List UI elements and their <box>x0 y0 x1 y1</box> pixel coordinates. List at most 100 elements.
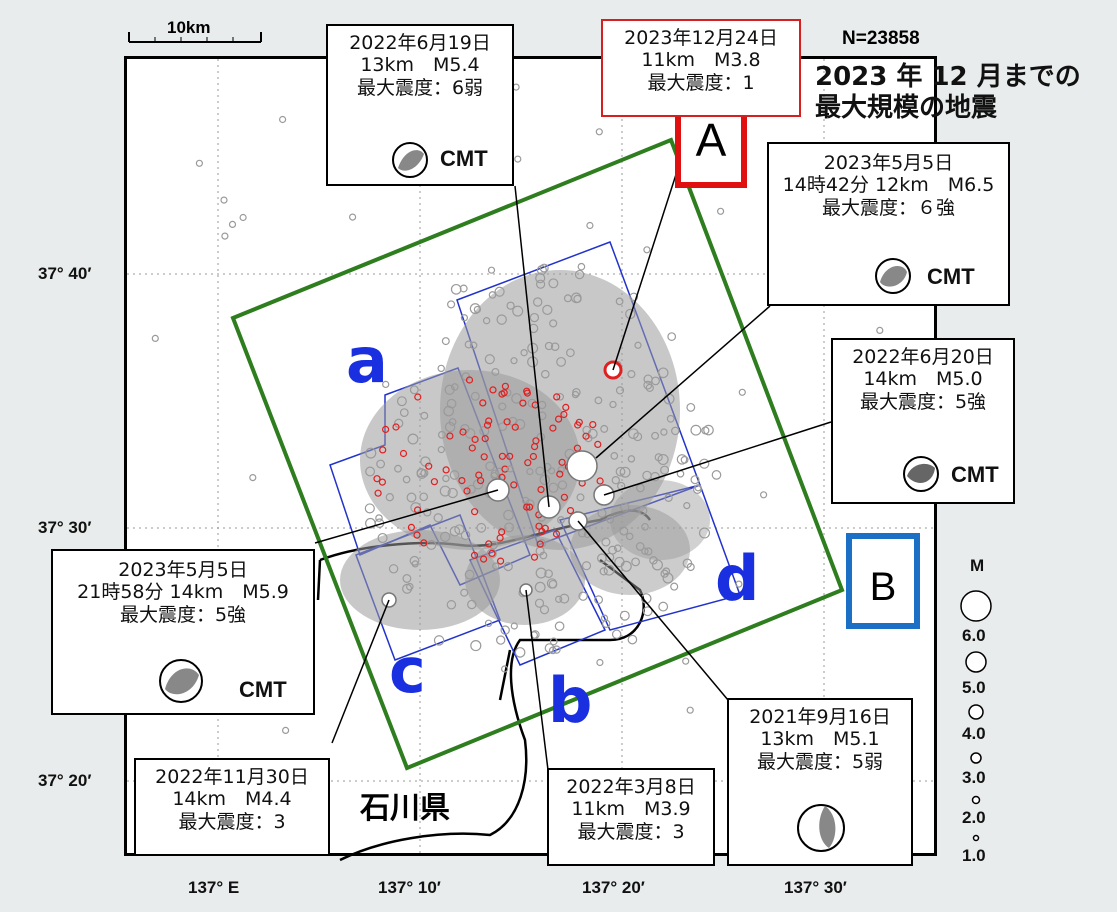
magnitude-legend-label: 4.0 <box>962 724 986 743</box>
event-point <box>511 393 522 404</box>
event-point <box>581 561 592 571</box>
event-point <box>738 388 746 396</box>
event-point <box>594 595 604 605</box>
event-point <box>538 527 546 536</box>
event-point <box>686 706 694 714</box>
event-point <box>690 475 700 485</box>
event-point <box>482 317 491 325</box>
event-point <box>239 213 247 222</box>
event-point <box>433 635 445 646</box>
event-point <box>407 523 415 532</box>
event-point <box>484 619 493 628</box>
event-point <box>365 466 376 477</box>
event-point <box>498 422 508 432</box>
event-point <box>406 582 414 591</box>
event-point <box>500 625 510 635</box>
event-point <box>619 610 630 621</box>
event-point <box>365 517 376 529</box>
event-point <box>449 526 461 537</box>
event-point <box>475 471 483 479</box>
event-point <box>485 540 493 548</box>
event-point <box>402 583 413 594</box>
event-point <box>446 600 457 610</box>
event-point <box>548 482 559 493</box>
cmt-label: CMT <box>239 677 287 702</box>
event-date: 2022年11月30日 <box>155 766 309 788</box>
region-label-d: d <box>715 542 760 615</box>
marker-B: B <box>846 533 920 629</box>
event-point <box>504 522 515 533</box>
event-point <box>451 383 459 391</box>
event-point <box>506 452 514 460</box>
prefecture-label: 石川県 <box>360 791 450 826</box>
event-detail: 13km M5.4 <box>360 54 480 77</box>
event-point <box>413 531 421 539</box>
count-label: N=23858 <box>842 28 920 49</box>
map-title: 2023 年 12 月までの 最大規模の地震 <box>815 62 1081 124</box>
event-point <box>529 312 540 323</box>
event-box-20220619: 2022年6月19日 13km M5.4 最大震度：6弱 CMT <box>326 24 514 186</box>
event-point <box>549 424 557 432</box>
event-point <box>539 263 549 273</box>
magnitude-legend-title: M <box>970 556 985 575</box>
event-point <box>419 492 429 502</box>
event-point <box>539 605 550 615</box>
event-point <box>460 314 469 322</box>
event-point <box>523 389 532 397</box>
event-point <box>466 484 476 494</box>
event-point <box>544 569 553 579</box>
event-point <box>512 305 524 317</box>
event-intensity: 最大震度：６強 <box>821 196 955 219</box>
event-point <box>566 348 575 358</box>
event-point <box>578 591 588 601</box>
event-point <box>619 526 629 536</box>
event-point <box>282 726 290 735</box>
event-point <box>463 487 471 495</box>
event-point <box>511 423 519 431</box>
event-point <box>503 509 514 521</box>
event-point <box>375 514 383 522</box>
event-point <box>576 493 585 502</box>
event-point <box>485 417 493 425</box>
lat-tick-1: 37° 40′ <box>38 264 92 283</box>
event-point <box>423 508 432 517</box>
lat-tick-2: 37° 30′ <box>38 518 92 537</box>
event-point <box>645 383 654 392</box>
event-point <box>496 534 504 542</box>
event-point <box>374 489 382 497</box>
event-intensity: 最大震度：1 <box>647 71 755 94</box>
event-point <box>503 418 511 426</box>
event-point <box>586 221 594 230</box>
event-point <box>536 265 547 276</box>
region-label-a: a <box>346 324 388 397</box>
event-point <box>460 588 469 597</box>
event-point <box>555 595 563 603</box>
event-point <box>537 411 547 421</box>
focal-mechanism-icon <box>903 456 939 492</box>
event-point <box>437 364 445 373</box>
event-point <box>641 547 649 555</box>
event-intensity: 最大震度：3 <box>178 810 286 833</box>
lon-tick-1: 137° E <box>188 878 240 897</box>
event-point <box>411 560 419 568</box>
event-point <box>596 477 604 485</box>
event-point <box>550 342 560 352</box>
event-point <box>489 386 497 394</box>
event-point <box>600 424 609 433</box>
event-intensity: 最大震度：5強 <box>859 390 987 413</box>
event-point <box>676 454 688 465</box>
event-point <box>597 553 607 564</box>
event-point <box>425 462 433 470</box>
event-point <box>711 470 722 480</box>
event-point <box>549 637 558 646</box>
magnitude-legend: M 6.0 5.0 4.0 3.0 2.0 1.0 <box>950 556 1006 876</box>
event-point <box>470 640 482 652</box>
event-point <box>759 491 768 499</box>
event-point <box>613 544 622 553</box>
event-point <box>594 396 603 405</box>
event-point <box>548 646 557 655</box>
event-point <box>464 569 475 580</box>
event-point <box>634 341 642 349</box>
event-point <box>876 326 884 334</box>
